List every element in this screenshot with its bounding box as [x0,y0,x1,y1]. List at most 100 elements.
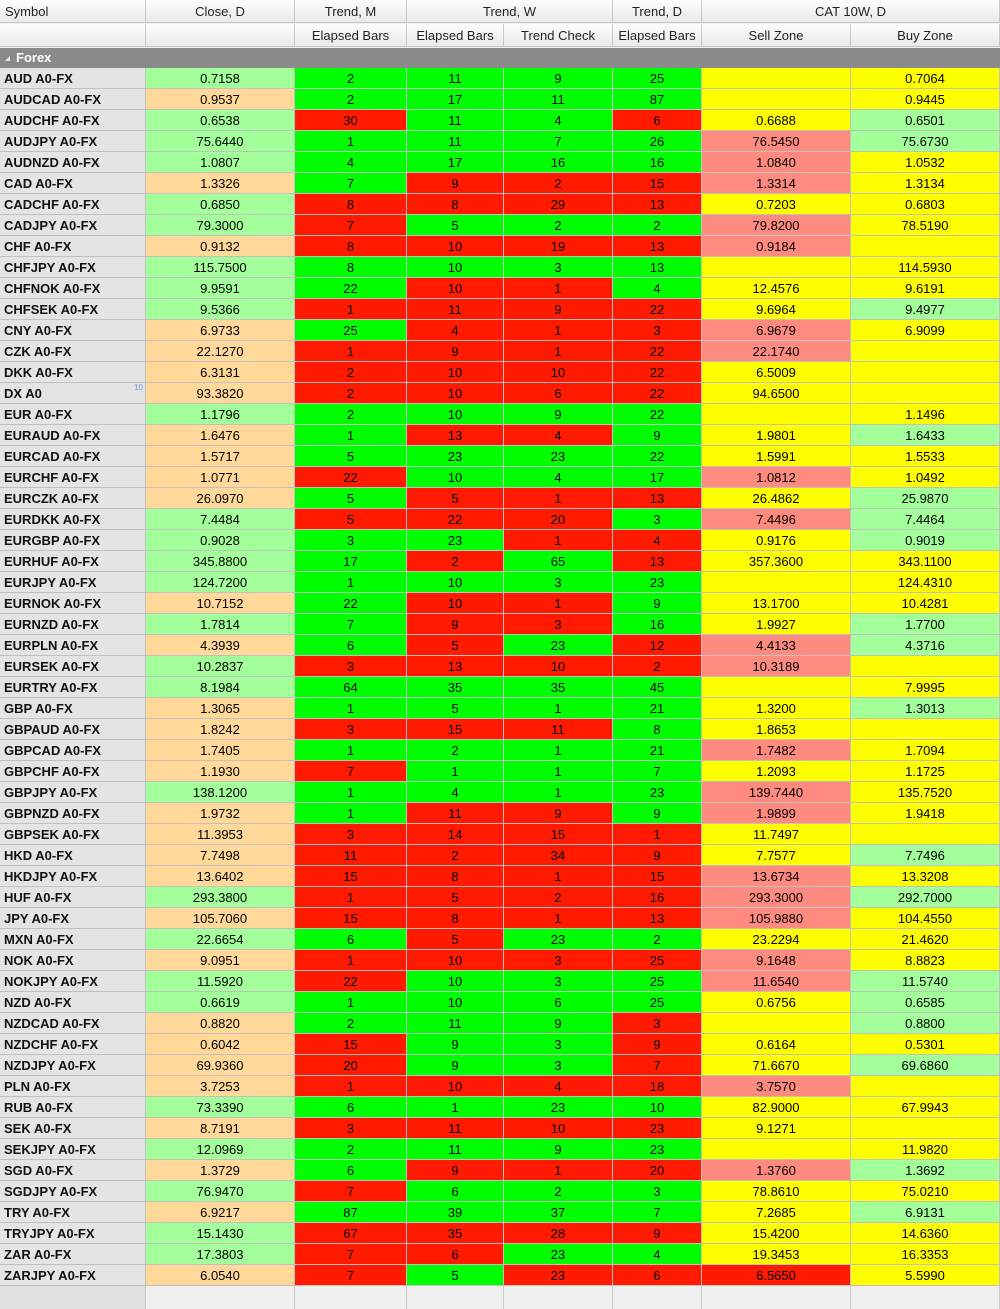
trend-d-elapsed-cell[interactable]: 13 [613,257,702,278]
sell-zone-cell[interactable]: 11.6540 [702,971,851,992]
trend-m-elapsed-cell[interactable]: 22 [295,278,407,299]
table-row[interactable]: GBPAUD A0-FX 1.8242 3 15 11 8 1.8653 [0,719,1000,740]
table-row[interactable]: SEKJPY A0-FX 12.0969 2 11 9 23 11.9820 [0,1139,1000,1160]
trend-m-elapsed-cell[interactable]: 22 [295,467,407,488]
symbol-cell[interactable]: ZARJPY A0-FX [0,1265,146,1286]
trend-m-elapsed-cell[interactable]: 7 [295,173,407,194]
trend-m-elapsed-cell[interactable]: 1 [295,572,407,593]
sell-zone-cell[interactable]: 0.6164 [702,1034,851,1055]
column-header-symbol[interactable]: Symbol [0,0,146,23]
buy-zone-cell[interactable] [851,362,1000,383]
close-cell[interactable]: 7.7498 [146,845,295,866]
trend-check-cell[interactable]: 3 [504,1034,613,1055]
trend-w-elapsed-cell[interactable]: 1 [407,761,504,782]
trend-check-cell[interactable]: 4 [504,110,613,131]
trend-m-elapsed-cell[interactable]: 7 [295,1244,407,1265]
trend-d-elapsed-cell[interactable]: 6 [613,1265,702,1286]
symbol-cell[interactable]: EURPLN A0-FX [0,635,146,656]
trend-d-elapsed-cell[interactable]: 23 [613,1118,702,1139]
buy-zone-cell[interactable]: 1.1496 [851,404,1000,425]
sell-zone-cell[interactable]: 94.6500 [702,383,851,404]
trend-d-elapsed-cell[interactable]: 21 [613,698,702,719]
symbol-cell[interactable]: EURNOK A0-FX [0,593,146,614]
trend-m-elapsed-cell[interactable]: 2 [295,1139,407,1160]
trend-check-cell[interactable]: 2 [504,173,613,194]
trend-m-elapsed-cell[interactable]: 3 [295,656,407,677]
symbol-cell[interactable]: EURJPY A0-FX [0,572,146,593]
table-row[interactable]: JPY A0-FX 105.7060 15 8 1 13 105.9880 104.4550 [0,908,1000,929]
buy-zone-cell[interactable]: 292.7000 [851,887,1000,908]
buy-zone-cell[interactable]: 14.6360 [851,1223,1000,1244]
buy-zone-cell[interactable] [851,1076,1000,1097]
symbol-cell[interactable]: GBPNZD A0-FX [0,803,146,824]
trend-check-cell[interactable]: 37 [504,1202,613,1223]
symbol-cell[interactable]: CHF A0-FX [0,236,146,257]
buy-zone-cell[interactable]: 11.5740 [851,971,1000,992]
trend-m-elapsed-cell[interactable]: 3 [295,530,407,551]
close-cell[interactable]: 105.7060 [146,908,295,929]
trend-check-cell[interactable]: 9 [504,404,613,425]
close-cell[interactable]: 73.3390 [146,1097,295,1118]
trend-check-cell[interactable]: 9 [504,68,613,89]
symbol-cell[interactable]: SGDJPY A0-FX [0,1181,146,1202]
trend-check-cell[interactable]: 1 [504,1160,613,1181]
trend-w-elapsed-cell[interactable]: 10 [407,992,504,1013]
trend-check-cell[interactable]: 10 [504,656,613,677]
symbol-cell[interactable]: ZAR A0-FX [0,1244,146,1265]
sell-zone-cell[interactable] [702,1013,851,1034]
symbol-cell[interactable]: NZDJPY A0-FX [0,1055,146,1076]
symbol-cell[interactable]: MXN A0-FX [0,929,146,950]
trend-m-elapsed-cell[interactable]: 64 [295,677,407,698]
trend-check-cell[interactable]: 15 [504,824,613,845]
trend-m-elapsed-cell[interactable]: 2 [295,1013,407,1034]
trend-d-elapsed-cell[interactable]: 9 [613,803,702,824]
symbol-cell[interactable]: SEKJPY A0-FX [0,1139,146,1160]
trend-d-elapsed-cell[interactable]: 17 [613,467,702,488]
trend-w-elapsed-cell[interactable]: 4 [407,782,504,803]
table-row[interactable]: PLN A0-FX 3.7253 1 10 4 18 3.7570 [0,1076,1000,1097]
trend-d-elapsed-cell[interactable]: 2 [613,656,702,677]
close-cell[interactable]: 15.1430 [146,1223,295,1244]
sell-zone-cell[interactable]: 19.3453 [702,1244,851,1265]
buy-zone-cell[interactable]: 1.9418 [851,803,1000,824]
sell-zone-cell[interactable] [702,89,851,110]
table-row[interactable]: CHFSEK A0-FX 9.5366 1 11 9 22 9.6964 9.4977 [0,299,1000,320]
table-row[interactable]: MXN A0-FX 22.6654 6 5 23 2 23.2294 21.4620 [0,929,1000,950]
close-cell[interactable]: 6.0540 [146,1265,295,1286]
trend-d-elapsed-cell[interactable]: 4 [613,530,702,551]
buy-zone-cell[interactable]: 13.3208 [851,866,1000,887]
symbol-cell[interactable]: EURTRY A0-FX [0,677,146,698]
symbol-cell[interactable]: EURSEK A0-FX [0,656,146,677]
trend-m-elapsed-cell[interactable]: 3 [295,719,407,740]
close-cell[interactable]: 17.3803 [146,1244,295,1265]
buy-zone-cell[interactable]: 1.3692 [851,1160,1000,1181]
trend-check-cell[interactable]: 11 [504,719,613,740]
trend-w-elapsed-cell[interactable]: 23 [407,530,504,551]
trend-w-elapsed-cell[interactable]: 11 [407,803,504,824]
sell-zone-cell[interactable]: 78.8610 [702,1181,851,1202]
trend-d-elapsed-cell[interactable]: 22 [613,446,702,467]
trend-m-elapsed-cell[interactable]: 7 [295,215,407,236]
close-cell[interactable]: 10.2837 [146,656,295,677]
close-cell[interactable]: 1.0807 [146,152,295,173]
buy-zone-cell[interactable]: 0.6585 [851,992,1000,1013]
table-row[interactable]: NZD A0-FX 0.6619 1 10 6 25 0.6756 0.6585 [0,992,1000,1013]
trend-check-cell[interactable]: 19 [504,236,613,257]
column-header-trend-d[interactable]: Trend, D [613,0,702,23]
trend-d-elapsed-cell[interactable]: 13 [613,236,702,257]
close-cell[interactable]: 10.7152 [146,593,295,614]
table-row[interactable]: NOK A0-FX 9.0951 1 10 3 25 9.1648 8.8823 [0,950,1000,971]
trend-w-elapsed-cell[interactable]: 6 [407,1244,504,1265]
subheader-elapsed-bars-w[interactable]: Elapsed Bars [407,24,504,47]
trend-w-elapsed-cell[interactable]: 4 [407,320,504,341]
symbol-cell[interactable]: TRYJPY A0-FX [0,1223,146,1244]
trend-check-cell[interactable]: 2 [504,1181,613,1202]
trend-check-cell[interactable]: 11 [504,89,613,110]
trend-check-cell[interactable]: 10 [504,1118,613,1139]
trend-d-elapsed-cell[interactable]: 9 [613,593,702,614]
buy-zone-cell[interactable]: 0.8800 [851,1013,1000,1034]
close-cell[interactable]: 75.6440 [146,131,295,152]
close-cell[interactable]: 76.9470 [146,1181,295,1202]
sell-zone-cell[interactable]: 1.0812 [702,467,851,488]
subheader-sell-zone[interactable]: Sell Zone [702,24,851,47]
